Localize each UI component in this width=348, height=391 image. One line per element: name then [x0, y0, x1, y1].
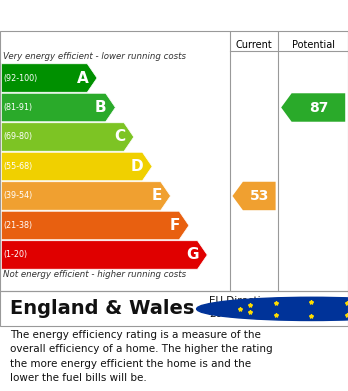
- Text: EU Directive
2002/91/EC: EU Directive 2002/91/EC: [209, 296, 273, 319]
- Text: C: C: [114, 129, 125, 145]
- Text: Current: Current: [236, 40, 272, 50]
- Circle shape: [197, 297, 348, 321]
- Polygon shape: [1, 211, 189, 240]
- Text: D: D: [131, 159, 143, 174]
- Text: Not energy efficient - higher running costs: Not energy efficient - higher running co…: [3, 271, 187, 280]
- Polygon shape: [1, 241, 207, 269]
- Polygon shape: [1, 93, 116, 122]
- Polygon shape: [1, 64, 97, 92]
- Polygon shape: [1, 123, 134, 151]
- Text: Potential: Potential: [292, 40, 335, 50]
- Text: G: G: [186, 248, 198, 262]
- Text: 53: 53: [250, 189, 269, 203]
- Text: E: E: [151, 188, 162, 203]
- Text: (1-20): (1-20): [3, 251, 27, 260]
- Text: The energy efficiency rating is a measure of the
overall efficiency of a home. T: The energy efficiency rating is a measur…: [10, 330, 273, 383]
- Text: Very energy efficient - lower running costs: Very energy efficient - lower running co…: [3, 52, 187, 61]
- Text: Energy Efficiency Rating: Energy Efficiency Rating: [10, 8, 220, 23]
- Polygon shape: [232, 182, 276, 210]
- Text: (21-38): (21-38): [3, 221, 33, 230]
- Text: (69-80): (69-80): [3, 133, 33, 142]
- Polygon shape: [1, 182, 171, 210]
- Text: (39-54): (39-54): [3, 192, 33, 201]
- Text: (92-100): (92-100): [3, 74, 38, 83]
- Polygon shape: [281, 93, 345, 122]
- Text: (81-91): (81-91): [3, 103, 33, 112]
- Text: (55-68): (55-68): [3, 162, 33, 171]
- Text: F: F: [170, 218, 180, 233]
- Text: B: B: [95, 100, 106, 115]
- Polygon shape: [1, 152, 152, 181]
- Text: 87: 87: [309, 100, 328, 115]
- Text: England & Wales: England & Wales: [10, 300, 195, 318]
- Text: A: A: [77, 70, 88, 86]
